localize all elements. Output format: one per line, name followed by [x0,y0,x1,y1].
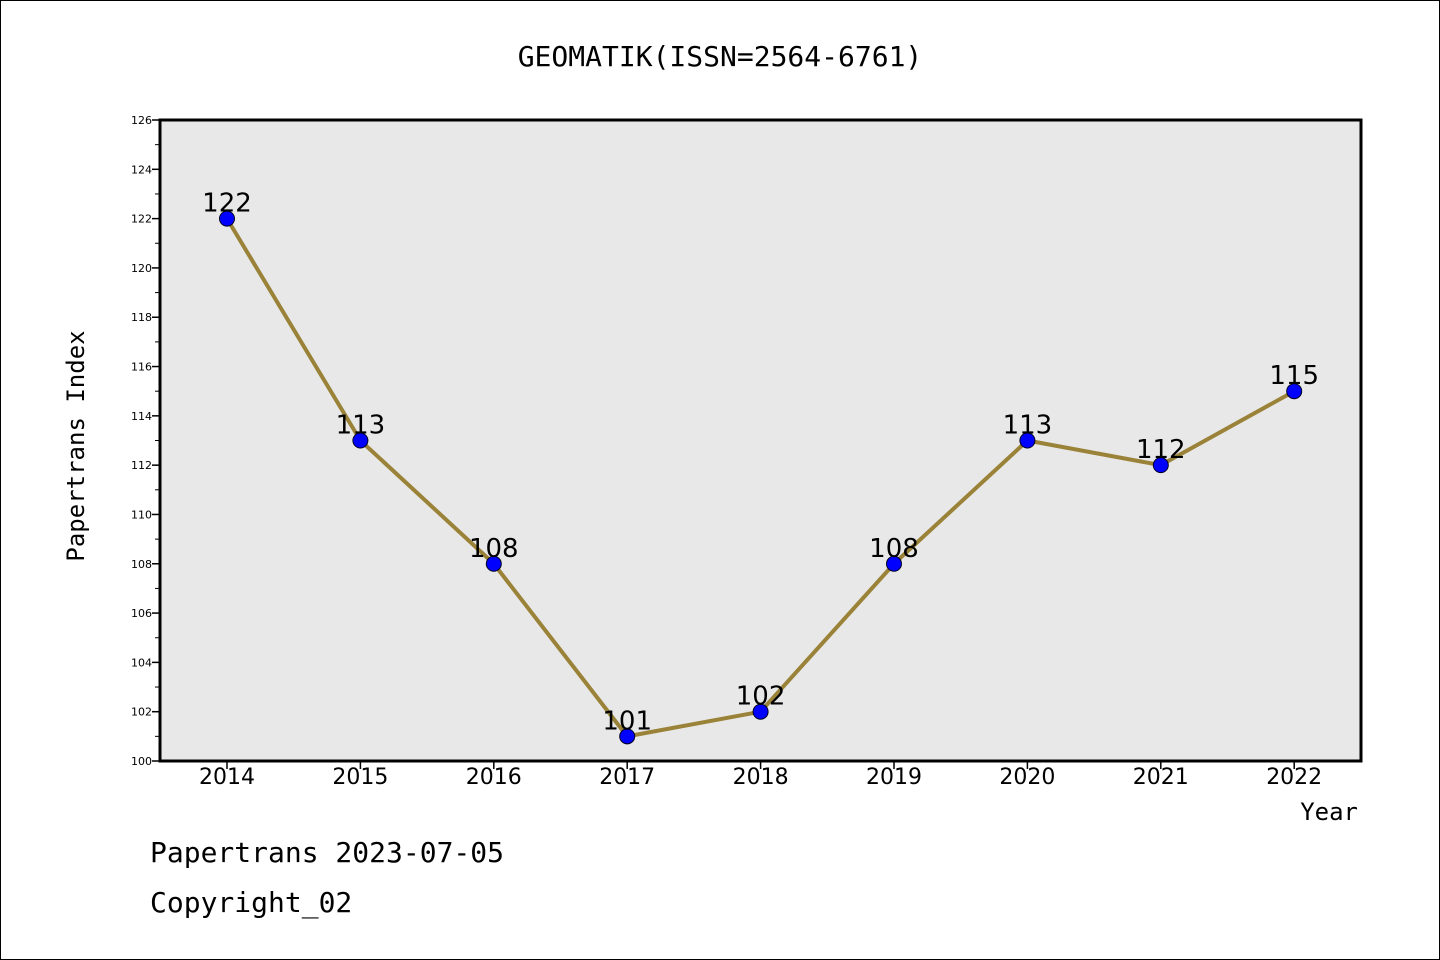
data-point [485,555,502,572]
data-labels: 122 113 108 101 102 108 113 112 115 [202,189,1319,737]
data-point [886,555,902,572]
data-label: 113 [336,411,386,441]
data-point [1019,432,1036,449]
data-point [752,703,769,720]
data-point [619,728,636,745]
x-axis-label: Year [1300,798,1358,826]
footer-copyright: Copyright_02 [150,886,353,919]
x-tick-label: 2022 [1266,765,1322,790]
y-axis: 100 102 104 106 108 110 112 114 116 118 120 122 124 1… [131,114,160,768]
y-tick-label: 120 [131,262,152,275]
y-tick-label: 116 [131,361,152,374]
data-point [1152,457,1169,474]
y-tick-label: 102 [131,706,152,719]
y-tick-label: 100 [131,755,152,768]
chart-title: GEOMATIK(ISSN=2564-6761) [518,40,923,73]
data-point [1286,383,1303,400]
x-tick-label: 2020 [999,765,1055,790]
x-axis: 2014 2015 2016 2017 2018 2019 2020 2021 2022 [199,761,1322,790]
data-label: 108 [469,534,519,564]
x-tick-label: 2017 [599,765,655,790]
data-label: 113 [1003,411,1053,441]
y-tick-label: 112 [131,459,152,472]
data-point [219,210,235,227]
y-axis-label: Papertrans Index [62,330,90,561]
x-tick-label: 2018 [733,765,789,790]
footer-source: Papertrans 2023-07-05 [150,836,505,869]
plot-border [158,118,1363,763]
x-tick-label: 2019 [866,765,922,790]
data-label: 102 [736,682,786,712]
y-tick-label: 118 [131,311,152,324]
data-label: 108 [869,534,919,564]
y-tick-label: 106 [131,607,152,620]
data-points [219,210,1303,745]
y-tick-label: 108 [131,558,152,571]
data-label: 112 [1136,435,1186,465]
x-tick-label: 2021 [1133,765,1189,790]
y-tick-label: 114 [131,410,152,423]
x-tick-label: 2016 [466,765,522,790]
y-tick-label: 122 [131,213,152,226]
y-tick-label: 104 [131,656,152,669]
data-label: 101 [602,706,652,736]
data-label: 115 [1269,361,1319,391]
y-tick-label: 126 [131,114,152,127]
y-tick-label: 124 [131,163,152,176]
y-tick-label: 110 [131,508,152,521]
x-tick-label: 2015 [332,765,388,790]
data-label: 122 [202,189,252,219]
data-point [352,432,369,449]
x-tick-label: 2014 [199,765,255,790]
